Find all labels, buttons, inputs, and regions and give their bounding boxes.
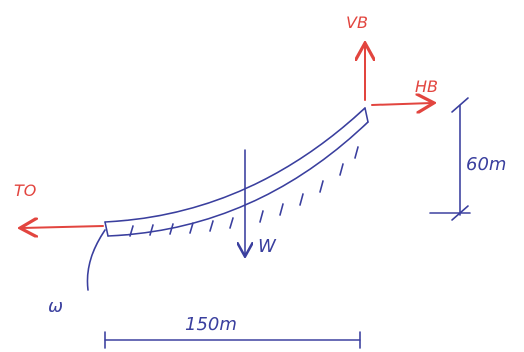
diagram: VB HB TO W ω 60m 150m (0, 0, 524, 352)
height-dimension (430, 98, 470, 220)
vb-label: VB (346, 13, 368, 32)
to-label: TO (14, 181, 36, 200)
w-label: W (258, 236, 277, 257)
cable (105, 108, 368, 236)
leader (87, 230, 105, 290)
hb-label: HB (415, 77, 438, 96)
span-label: 150m (185, 314, 237, 335)
to-arrow (22, 226, 103, 228)
omega-label: ω (48, 296, 63, 317)
hb-arrow (372, 103, 432, 105)
height-label: 60m (466, 154, 506, 175)
